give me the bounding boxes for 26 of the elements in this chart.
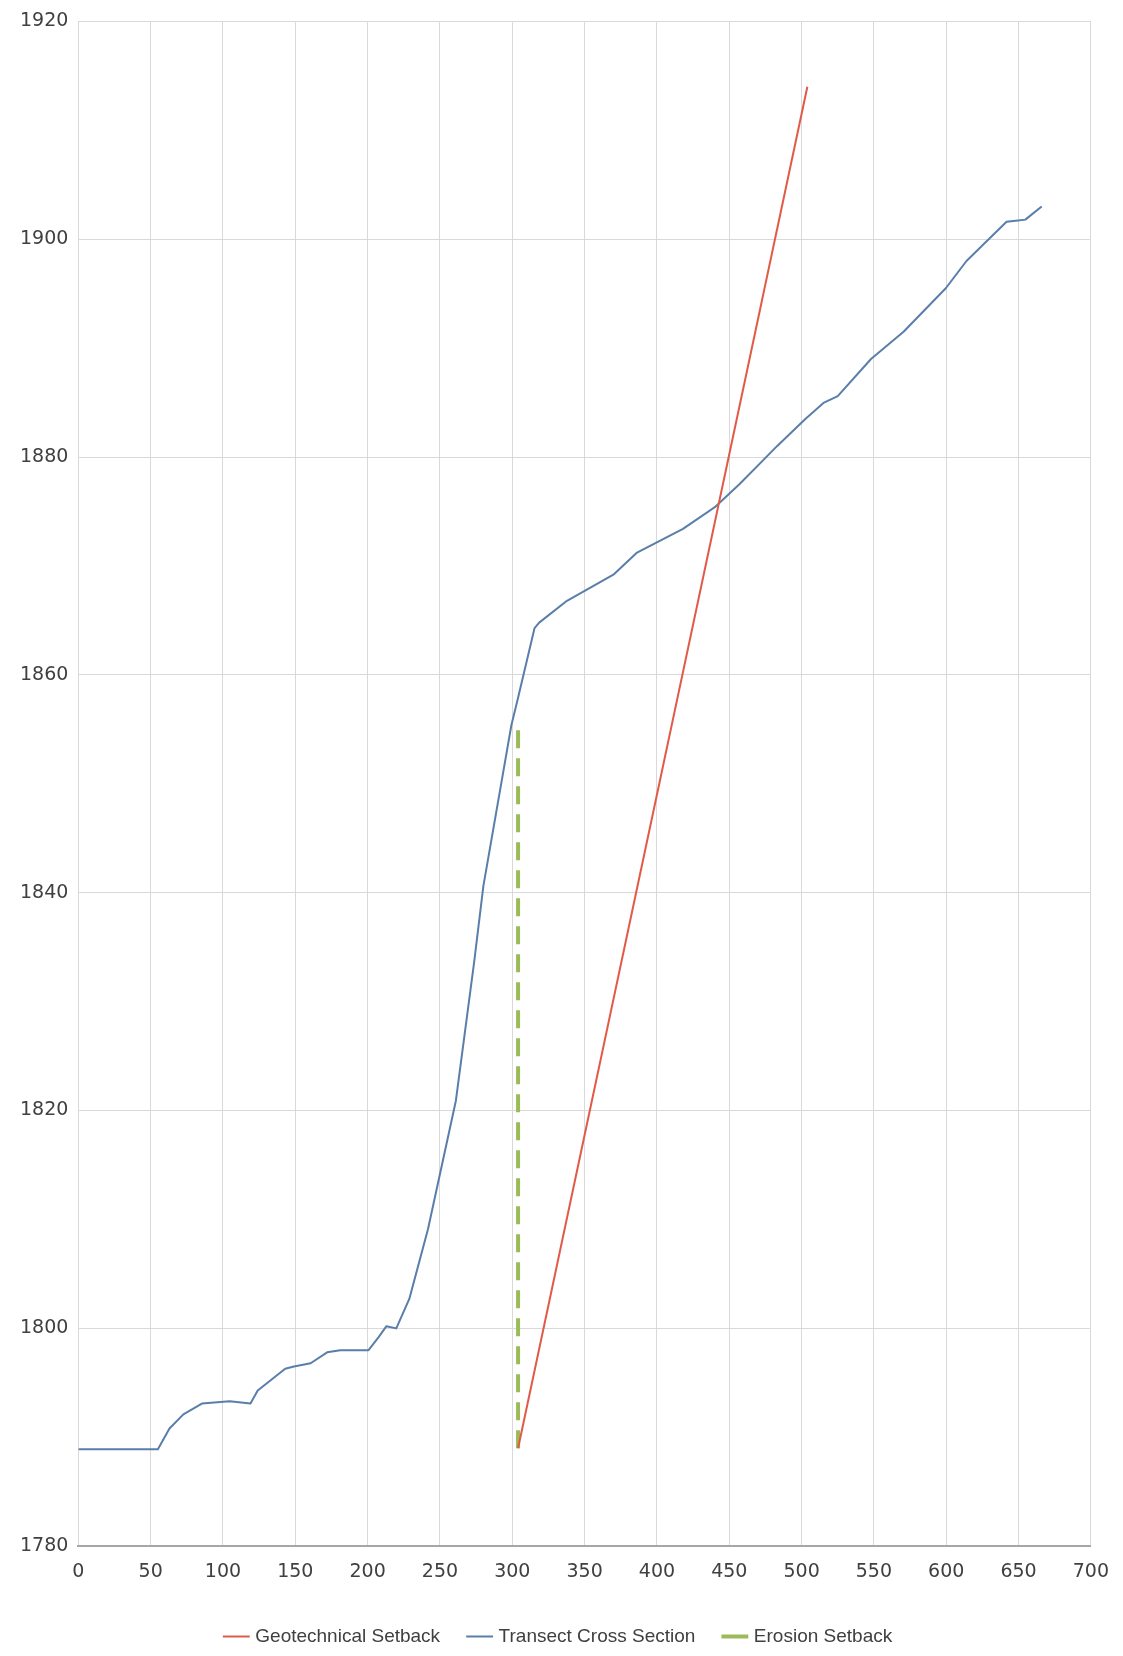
- x-tick-label: 300: [494, 1558, 531, 1581]
- y-tick-label: 1920: [19, 8, 69, 31]
- x-tick-label: 100: [204, 1558, 242, 1581]
- x-tick-label: 600: [928, 1558, 965, 1581]
- y-tick-label: 1840: [19, 879, 69, 902]
- x-tick-label: 400: [638, 1558, 676, 1581]
- y-tick-label: 1800: [19, 1315, 69, 1338]
- legend-label: Erosion Setback: [753, 1624, 893, 1646]
- y-tick-label: 1820: [19, 1097, 69, 1120]
- y-tick-label: 1780: [19, 1533, 69, 1556]
- legend-label: Transect Cross Section: [498, 1624, 696, 1646]
- x-tick-label: 500: [783, 1558, 820, 1581]
- legend-label: Geotechnical Setback: [255, 1624, 441, 1646]
- x-tick-label: 0: [72, 1558, 85, 1581]
- x-tick-label: 550: [855, 1558, 893, 1581]
- y-tick-label: 1900: [19, 226, 69, 249]
- y-tick-label: 1860: [19, 661, 69, 684]
- y-tick-label: 1880: [19, 443, 69, 466]
- x-tick-label: 150: [277, 1558, 314, 1581]
- x-tick-label: 250: [421, 1558, 459, 1581]
- x-tick-label: 700: [1072, 1558, 1109, 1581]
- x-tick-label: 50: [138, 1558, 163, 1581]
- x-tick-label: 650: [1000, 1558, 1037, 1581]
- x-tick-label: 350: [566, 1558, 603, 1581]
- x-tick-label: 200: [349, 1558, 386, 1581]
- x-tick-label: 450: [711, 1558, 748, 1581]
